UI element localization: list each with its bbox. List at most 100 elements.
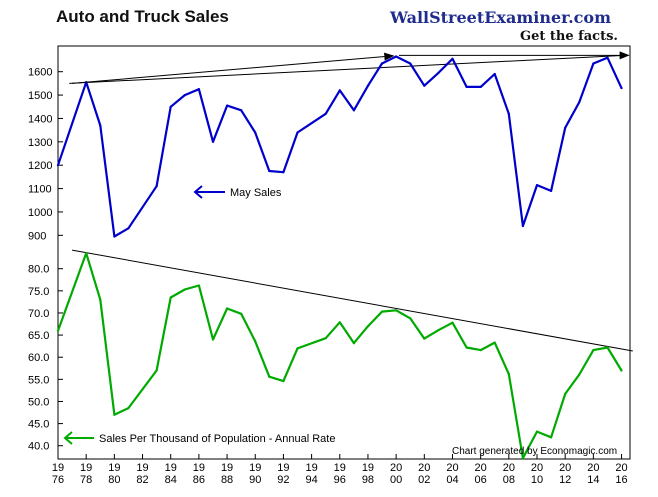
xtick-label-bottom: 80: [108, 474, 120, 486]
xtick-label-bottom: 06: [475, 474, 487, 486]
per-thousand-annotation: Sales Per Thousand of Population - Annua…: [63, 431, 335, 445]
xtick-label-top: 19: [277, 462, 289, 474]
per-thousand-point: [380, 310, 384, 313]
may-sales-series-line: [56, 55, 623, 238]
xtick-label-top: 19: [136, 462, 148, 474]
may-sales-point: [366, 84, 370, 87]
may-sales-arrowhead-icon: [193, 185, 203, 199]
x-axis: 1976197819801982198419861988199019921994…: [52, 454, 628, 486]
may-sales-point: [113, 235, 116, 238]
may-sales-point: [606, 56, 609, 59]
per-thousand-point: [437, 329, 440, 332]
per-thousand-ytick-label: 60.0: [28, 352, 49, 364]
may-sales-point: [409, 62, 412, 65]
xtick-label-top: 20: [418, 462, 430, 474]
xtick-label-bottom: 00: [390, 474, 402, 486]
xtick-label-top: 20: [559, 462, 571, 474]
may-sales-trend-line: [69, 54, 625, 84]
per-thousand-point: [423, 337, 426, 340]
may-sales-point: [395, 55, 398, 58]
may-sales-point: [183, 94, 186, 97]
per-thousand-point: [240, 312, 243, 315]
xtick-label-top: 19: [193, 462, 205, 474]
per-thousand-point: [521, 457, 525, 460]
per-thousand-point: [324, 337, 327, 340]
xtick-label-top: 20: [446, 462, 458, 474]
per-thousand-ytick-label: 70.0: [28, 308, 49, 320]
may-sales-point: [352, 109, 355, 112]
xtick-label-top: 20: [615, 462, 627, 474]
chart-credit: Chart generated by Economagic.com: [452, 446, 617, 457]
xtick-label-bottom: 84: [165, 474, 177, 486]
may-sales-ytick-label: 1200: [28, 160, 52, 172]
per-thousand-point: [226, 307, 229, 310]
xtick-label-top: 19: [52, 462, 64, 474]
may-sales-ytick-label: 1000: [28, 207, 52, 219]
xtick-label-bottom: 90: [249, 474, 261, 486]
per-thousand-ytick-label: 75.0: [28, 286, 49, 298]
may-sales-point: [268, 169, 271, 173]
may-sales-point: [324, 112, 327, 115]
may-sales-point: [578, 101, 581, 104]
per-thousand-ytick-label: 65.0: [28, 330, 49, 342]
per-thousand-point: [183, 288, 186, 291]
may-sales-point: [296, 131, 299, 134]
per-thousand-point: [127, 407, 130, 410]
may-sales-uptrend-arrow: [72, 52, 395, 84]
xtick-label-bottom: 10: [531, 474, 543, 486]
per-thousand-point: [352, 342, 355, 345]
xtick-label-top: 19: [165, 462, 177, 474]
per-thousand-point: [550, 436, 553, 439]
xtick-label-bottom: 02: [418, 474, 430, 486]
per-thousand-point: [620, 369, 623, 372]
per-thousand-trend-line: [72, 249, 633, 352]
bottom-panel-sales-per-thousand: 40.0 45.0 50.0 55.0 60.0 65.0 70.0 75.0 80.0: [28, 249, 633, 460]
xtick-label-bottom: 12: [559, 474, 571, 486]
may-sales-point: [282, 171, 285, 174]
may-sales-point: [465, 85, 468, 88]
xtick-label-top: 20: [503, 462, 515, 474]
may-sales-point: [338, 89, 341, 92]
may-sales-point: [592, 62, 595, 65]
xtick-label-bottom: 92: [277, 474, 289, 486]
may-sales-ytick-label: 1300: [28, 137, 52, 149]
per-thousand-point: [564, 392, 567, 395]
per-thousand-point: [282, 380, 285, 383]
xtick-label-bottom: 16: [615, 474, 627, 486]
may-sales-label: May Sales: [230, 187, 282, 199]
may-sales-point: [479, 85, 482, 88]
xtick-label-bottom: 82: [136, 474, 148, 486]
per-thousand-point: [169, 296, 172, 299]
xtick-label-bottom: 96: [334, 474, 346, 486]
per-thousand-point: [409, 317, 412, 320]
xtick-label-bottom: 76: [52, 474, 64, 486]
per-thousand-point: [592, 349, 595, 352]
may-sales-ytick-label: 1500: [28, 90, 52, 102]
per-thousand-point: [366, 325, 370, 328]
per-thousand-point: [99, 298, 102, 301]
may-sales-point: [56, 164, 60, 167]
may-sales-point: [226, 104, 229, 107]
top-panel-may-sales: 900 1000 1100 1200 1300 1400 1500 1600: [28, 51, 630, 242]
brand-logo-text: WallStreetExaminer.com: [389, 8, 611, 27]
per-thousand-point: [395, 309, 398, 312]
may-sales-point: [155, 185, 158, 188]
may-sales-point: [535, 184, 539, 187]
xtick-label-bottom: 78: [80, 474, 92, 486]
per-thousand-point: [493, 341, 496, 344]
per-thousand-ytick-label: 55.0: [28, 374, 49, 386]
per-thousand-label: Sales Per Thousand of Population - Annua…: [99, 433, 335, 445]
xtick-label-top: 20: [587, 462, 599, 474]
per-thousand-point: [155, 369, 158, 372]
may-sales-point: [127, 227, 130, 230]
may-sales-point: [240, 109, 243, 112]
may-sales-ytick-label: 900: [28, 230, 46, 242]
xtick-label-top: 19: [249, 462, 261, 474]
may-sales-point: [423, 84, 426, 87]
may-sales-point: [437, 71, 440, 74]
may-sales-point: [550, 189, 553, 192]
xtick-label-top: 19: [221, 462, 233, 474]
xtick-label-bottom: 86: [193, 474, 205, 486]
xtick-label-top: 20: [531, 462, 543, 474]
may-sales-ytick-label: 1100: [28, 184, 52, 196]
